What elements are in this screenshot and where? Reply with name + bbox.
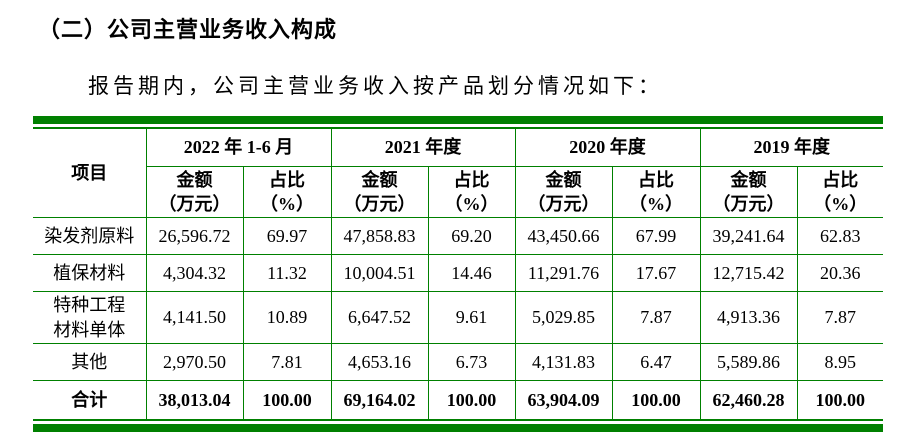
amount-cell: 47,858.83 bbox=[330, 217, 429, 256]
table-row-hair-dye: 染发剂原料 26,596.72 69.97 47,858.83 69.20 43… bbox=[33, 217, 883, 256]
amount-cell: 43,450.66 bbox=[514, 217, 613, 256]
table-row-other: 其他 2,970.50 7.81 4,653.16 6.73 4,131.83 … bbox=[33, 343, 883, 382]
table-bottom-bar bbox=[33, 423, 883, 432]
ratio-cell: 67.99 bbox=[611, 217, 701, 256]
total-ratio-cell: 100.00 bbox=[611, 380, 701, 421]
amount-header-2020: 金额 （万元） bbox=[514, 165, 613, 219]
intro-text: 报告期内，公司主营业务收入按产品划分情况如下： bbox=[88, 74, 663, 98]
ratio-cell: 6.73 bbox=[427, 343, 516, 382]
ratio-cell: 7.87 bbox=[796, 291, 883, 345]
table-top-gap bbox=[33, 124, 883, 127]
amount-cell: 6,647.52 bbox=[330, 291, 429, 345]
item-cell: 植保材料 bbox=[33, 254, 147, 293]
total-amount-cell: 38,013.04 bbox=[145, 380, 244, 421]
total-amount-cell: 69,164.02 bbox=[330, 380, 429, 421]
amount-cell: 4,304.32 bbox=[145, 254, 244, 293]
item-cell: 染发剂原料 bbox=[33, 217, 147, 256]
ratio-cell: 20.36 bbox=[796, 254, 883, 293]
amount-header-2022h1: 金额 （万元） bbox=[146, 165, 244, 219]
ratio-cell: 17.67 bbox=[611, 254, 701, 293]
total-ratio-cell: 100.00 bbox=[242, 380, 332, 421]
total-ratio-cell: 100.00 bbox=[796, 380, 883, 421]
ratio-cell: 69.97 bbox=[242, 217, 332, 256]
period-header-2019: 2019 年度 bbox=[699, 127, 883, 167]
amount-cell: 5,589.86 bbox=[699, 343, 798, 382]
ratio-cell: 7.87 bbox=[611, 291, 701, 345]
total-ratio-cell: 100.00 bbox=[427, 380, 516, 421]
ratio-cell: 69.20 bbox=[427, 217, 516, 256]
revenue-table-block: 项目 2022 年 1-6 月 2021 年度 2020 年度 2019 年度 … bbox=[33, 116, 883, 432]
ratio-cell: 7.81 bbox=[242, 343, 332, 382]
table-row-special-engineering: 特种工程 材料单体 4,141.50 10.89 6,647.52 9.61 5… bbox=[33, 291, 883, 345]
total-amount-cell: 62,460.28 bbox=[699, 380, 798, 421]
ratio-cell: 9.61 bbox=[427, 291, 516, 345]
item-cell: 特种工程 材料单体 bbox=[33, 291, 147, 345]
ratio-header-2022h1: 占比 （%） bbox=[242, 165, 332, 219]
period-header-2022h1: 2022 年 1-6 月 bbox=[145, 127, 332, 167]
amount-cell: 11,291.76 bbox=[514, 254, 613, 293]
ratio-header-2021: 占比 （%） bbox=[427, 165, 516, 219]
amount-cell: 10,004.51 bbox=[330, 254, 429, 293]
ratio-cell: 8.95 bbox=[796, 343, 883, 382]
measure-header-row: 金额 （万元） 占比 （%） 金额 （万元） 占比 （%） 金额 （万元） 占比… bbox=[33, 165, 883, 219]
ratio-cell: 6.47 bbox=[611, 343, 701, 382]
amount-cell: 4,131.83 bbox=[514, 343, 613, 382]
amount-cell: 4,653.16 bbox=[330, 343, 429, 382]
ratio-header-2020: 占比 （%） bbox=[611, 165, 701, 219]
period-header-2020: 2020 年度 bbox=[514, 127, 701, 167]
ratio-header-2019: 占比 （%） bbox=[796, 165, 883, 219]
item-cell: 其他 bbox=[33, 343, 147, 382]
period-header-2021: 2021 年度 bbox=[330, 127, 516, 167]
amount-cell: 4,141.50 bbox=[145, 291, 244, 345]
amount-header-2019: 金额 （万元） bbox=[699, 165, 798, 219]
amount-header-2021: 金额 （万元） bbox=[330, 165, 429, 219]
total-label-cell: 合计 bbox=[33, 380, 147, 421]
table-row-total: 合计 38,013.04 100.00 69,164.02 100.00 63,… bbox=[33, 380, 883, 421]
table-bottom-gap bbox=[33, 420, 883, 424]
ratio-cell: 11.32 bbox=[242, 254, 332, 293]
ratio-cell: 10.89 bbox=[242, 291, 332, 345]
amount-cell: 2,970.50 bbox=[145, 343, 244, 382]
ratio-cell: 14.46 bbox=[427, 254, 516, 293]
amount-cell: 39,241.64 bbox=[699, 217, 798, 256]
revenue-table: 项目 2022 年 1-6 月 2021 年度 2020 年度 2019 年度 … bbox=[33, 127, 883, 421]
period-header-row: 项目 2022 年 1-6 月 2021 年度 2020 年度 2019 年度 bbox=[33, 127, 883, 219]
amount-cell: 4,913.36 bbox=[699, 291, 798, 345]
total-amount-cell: 63,904.09 bbox=[514, 380, 613, 421]
section-title: （二）公司主营业务收入构成 bbox=[38, 17, 338, 42]
table-row-plant-protection: 植保材料 4,304.32 11.32 10,004.51 14.46 11,2… bbox=[33, 254, 883, 293]
table-top-bar bbox=[33, 116, 883, 124]
column-header-item: 项目 bbox=[33, 127, 147, 219]
amount-cell: 12,715.42 bbox=[699, 254, 798, 293]
amount-cell: 26,596.72 bbox=[145, 217, 244, 256]
ratio-cell: 62.83 bbox=[796, 217, 883, 256]
amount-cell: 5,029.85 bbox=[514, 291, 613, 345]
